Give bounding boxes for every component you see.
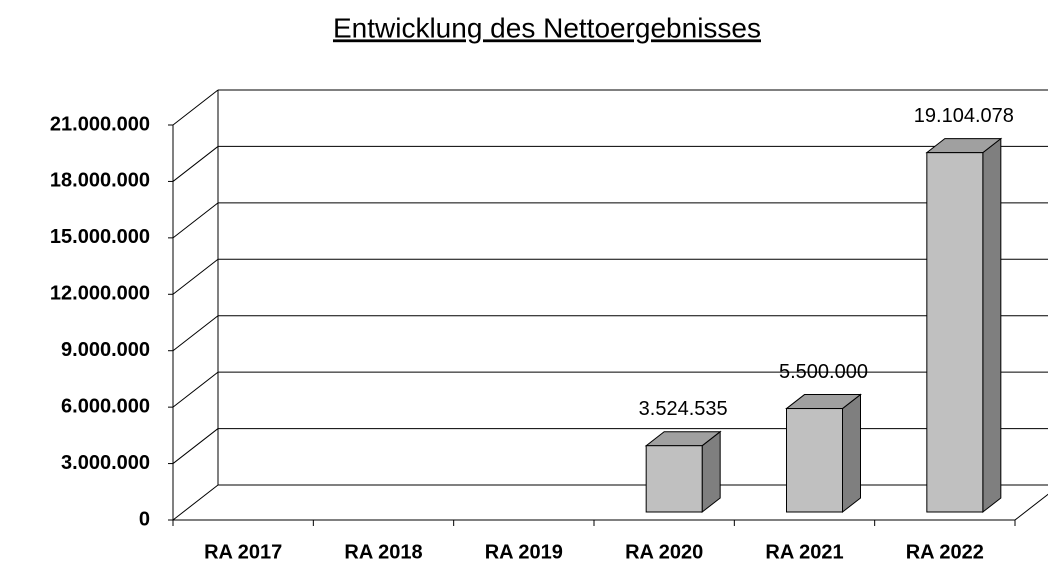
grid-line	[172, 202, 219, 239]
bar	[786, 408, 843, 513]
y-tick-label: 3.000.000	[61, 452, 150, 474]
x-tick-label: RA 2017	[204, 541, 282, 563]
grid-line	[172, 89, 219, 126]
x-tick-label: RA 2022	[906, 541, 984, 563]
grid-line	[172, 484, 219, 521]
value-label: 5.500.000	[779, 361, 868, 383]
chart-title: Entwicklung des Nettoergebnisses	[333, 12, 761, 43]
y-tick-label: 21.000.000	[50, 113, 150, 135]
grid-line	[172, 371, 219, 408]
bar-side	[982, 137, 1002, 514]
x-tick-label: RA 2018	[344, 541, 422, 563]
y-tick-label: 0	[139, 508, 150, 530]
grid-line	[172, 146, 219, 182]
grid-line	[172, 315, 219, 352]
bar	[645, 445, 703, 513]
grid-line	[172, 428, 219, 464]
grid-line	[172, 258, 219, 295]
bar	[926, 152, 984, 513]
y-tick-label: 18.000.000	[50, 170, 150, 192]
value-label: 3.524.535	[639, 398, 728, 420]
x-tick-label: RA 2019	[485, 541, 563, 563]
y-tick-label: 6.000.000	[61, 395, 150, 417]
x-tick-label: RA 2021	[765, 541, 843, 563]
bar-side	[842, 393, 861, 514]
axis-line	[1014, 493, 1048, 521]
y-tick-label: 12.000.000	[50, 283, 150, 305]
y-tick-label: 9.000.000	[61, 339, 150, 361]
x-tick-label: RA 2020	[625, 541, 703, 563]
y-tick-label: 15.000.000	[50, 226, 150, 248]
value-label: 19.104.078	[914, 105, 1014, 127]
